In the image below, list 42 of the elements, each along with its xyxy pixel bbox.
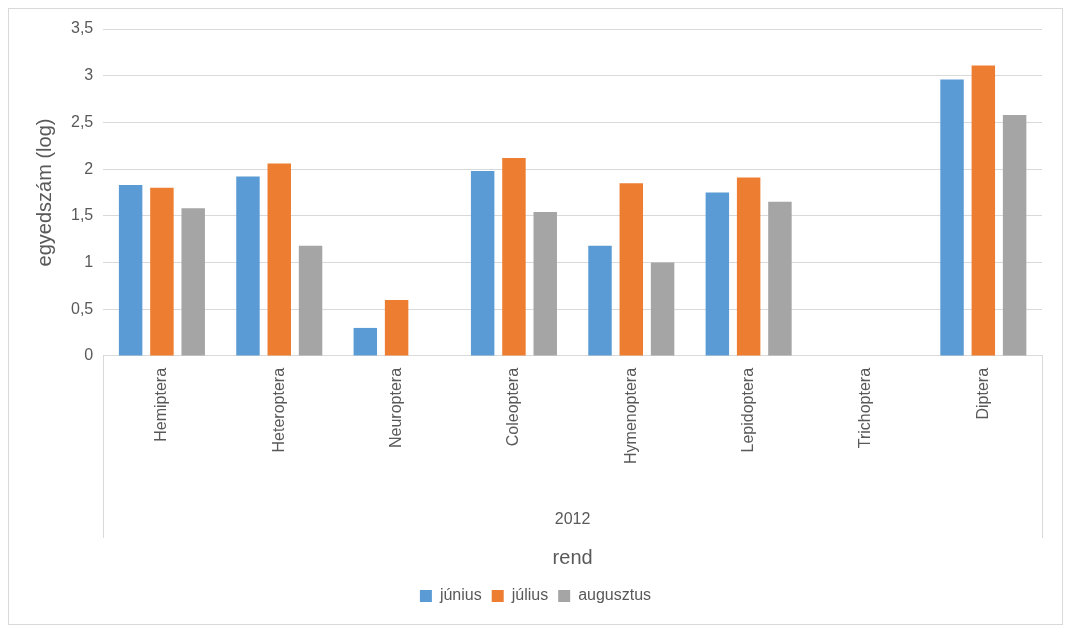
- y-tick-label: 2: [84, 159, 94, 177]
- text: 2012: [554, 510, 591, 528]
- bar: [650, 262, 675, 356]
- bar: [353, 327, 378, 356]
- x-tick-label: Trichoptera: [856, 367, 874, 449]
- x-tick-label: Diptera: [973, 367, 991, 420]
- x-tick-label: Hemiptera: [152, 367, 170, 442]
- bar: [150, 187, 174, 356]
- y-tick-label: 2,5: [70, 112, 94, 130]
- bar: [1002, 114, 1027, 356]
- bar: [588, 245, 612, 356]
- x-axis-title: rend: [552, 545, 593, 568]
- x-tick-label: Hymenoptera: [621, 367, 639, 464]
- y-tick-label: 0: [84, 346, 94, 364]
- legend-label: június: [438, 586, 482, 604]
- bar: [181, 208, 205, 356]
- y-tick-label: 1: [84, 252, 94, 270]
- x-tick-label: Heteroptera: [269, 367, 287, 453]
- x-tick-label: Neuroptera: [387, 367, 405, 448]
- bar: [768, 201, 792, 356]
- bar: [267, 163, 291, 356]
- y-tick-label: 3,5: [70, 19, 94, 37]
- bar: [236, 176, 260, 356]
- y-axis-title: egyedszám (log): [32, 118, 55, 267]
- y-tick-label: 1,5: [70, 206, 94, 224]
- bar: [940, 79, 964, 356]
- bar: [705, 192, 730, 356]
- bar: [118, 185, 143, 356]
- legend-label: augusztus: [578, 586, 652, 604]
- y-tick-label: 3: [84, 66, 94, 84]
- bar: [470, 170, 495, 356]
- bar: [619, 183, 644, 356]
- bar: [502, 157, 526, 356]
- y-tick-label: 0,5: [70, 299, 94, 317]
- bar: [736, 177, 761, 356]
- bar: [971, 65, 996, 356]
- bar: [533, 212, 557, 356]
- x-tick-label: Coleoptera: [504, 367, 522, 447]
- x-tick-label: Lepidoptera: [739, 367, 757, 453]
- bar: [384, 299, 409, 356]
- bar: [298, 245, 323, 356]
- legend-label: július: [510, 586, 549, 604]
